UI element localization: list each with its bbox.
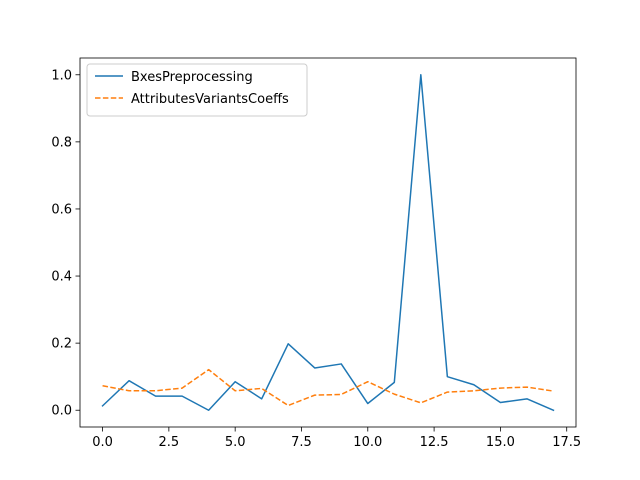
x-tick-label: 15.0 [486, 435, 515, 450]
series-line-0 [101, 74, 555, 412]
y-tick-label: 0.8 [51, 135, 72, 150]
series-line-1 [102, 368, 554, 407]
y-tick-label: 0.2 [51, 337, 72, 352]
plot-area [101, 74, 555, 412]
legend-box [86, 63, 308, 117]
x-tick-label: 2.5 [159, 435, 180, 450]
legend-label-1: AttributesVariantsCoeffs [131, 92, 289, 107]
y-tick-label: 1.0 [51, 68, 72, 83]
y-tick-label: 0.6 [51, 202, 72, 217]
y-tick-label: 0.0 [51, 404, 72, 419]
x-tick-label: 0.0 [92, 435, 113, 450]
legend: BxesPreprocessing AttributesVariantsCoeff… [86, 63, 308, 117]
x-tick-label: 7.5 [291, 435, 312, 450]
x-tick-label: 5.0 [225, 435, 246, 450]
x-tick-label: 17.5 [552, 435, 581, 450]
axes-frame [79, 57, 577, 428]
x-tick-label: 10.0 [353, 435, 382, 450]
y-tick-label: 0.4 [51, 270, 72, 285]
legend-label-0: BxesPreprocessing [131, 70, 253, 85]
axes: 0.0 2.5 5.0 7.5 10.0 12.5 15.0 17.5 0.0 0.2 0.4 0.6… [51, 57, 581, 450]
x-tick-label: 12.5 [420, 435, 449, 450]
